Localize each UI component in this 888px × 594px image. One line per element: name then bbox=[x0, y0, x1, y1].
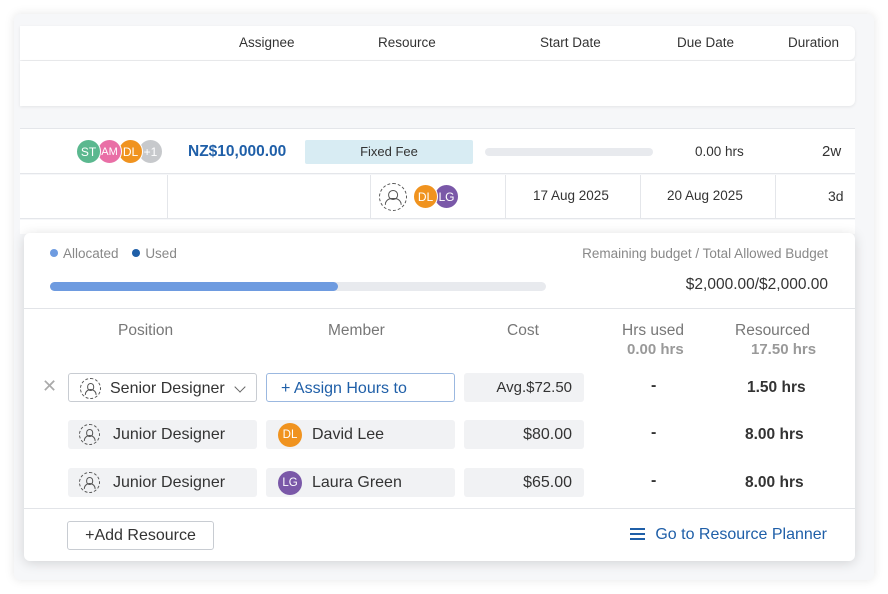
go-to-resource-planner-link[interactable]: Go to Resource Planner bbox=[630, 526, 827, 544]
member-avatar: DL bbox=[278, 423, 302, 447]
member-field[interactable]: DL David Lee bbox=[266, 420, 455, 449]
hrs-used-value: - bbox=[651, 377, 657, 394]
start-date-cell[interactable]: 17 Aug 2025 bbox=[506, 175, 641, 219]
hrs-used-value: - bbox=[651, 424, 657, 441]
column-resourced: Resourced bbox=[735, 322, 810, 339]
budget-progress-bar bbox=[50, 282, 546, 291]
task-hours: 0.00 hrs bbox=[695, 144, 744, 159]
resourced-value: 1.50 hrs bbox=[747, 379, 806, 396]
assignee-avatar[interactable]: ST bbox=[76, 139, 101, 164]
resource-avatar[interactable]: LG bbox=[434, 184, 459, 209]
divider bbox=[24, 308, 855, 309]
person-icon bbox=[79, 472, 100, 493]
legend-used: Used bbox=[145, 246, 177, 261]
cost-field: $65.00 bbox=[464, 468, 584, 497]
task-price: NZ$10,000.00 bbox=[188, 143, 287, 160]
hrs-used-value: - bbox=[651, 472, 657, 489]
budget-legend: Allocated Used bbox=[50, 246, 177, 261]
cell bbox=[168, 175, 371, 219]
table-header: Assignee Resource Start Date Due Date Du… bbox=[20, 26, 855, 60]
assignee-avatar[interactable]: AM bbox=[97, 139, 122, 164]
assign-hours-button[interactable]: + Assign Hours to bbox=[266, 373, 455, 402]
cost-value: $80.00 bbox=[523, 426, 572, 443]
due-date: 20 Aug 2025 bbox=[667, 188, 743, 203]
column-hrs-used: Hrs used bbox=[622, 322, 685, 339]
resource-avatar[interactable]: DL bbox=[413, 184, 438, 209]
resource-cell[interactable]: DL LG bbox=[371, 175, 506, 219]
budget-amount: $2,000.00/$2,000.00 bbox=[685, 276, 828, 293]
header-assignee[interactable]: Assignee bbox=[239, 35, 295, 50]
position-field[interactable]: Junior Designer bbox=[68, 468, 257, 497]
budget-progress-fill bbox=[50, 282, 338, 291]
cost-value: Avg.$72.50 bbox=[496, 379, 572, 396]
fee-type-badge[interactable]: Fixed Fee bbox=[305, 140, 473, 164]
legend-allocated: Allocated bbox=[63, 246, 119, 261]
hrs-used-total: 0.00 hrs bbox=[627, 341, 684, 358]
assignee-avatar[interactable]: DL bbox=[118, 139, 143, 164]
position-select[interactable]: Senior Designer bbox=[68, 373, 257, 402]
used-dot-icon bbox=[132, 249, 141, 257]
header-resource[interactable]: Resource bbox=[378, 35, 436, 50]
position-value: Junior Designer bbox=[113, 426, 226, 443]
column-position: Position bbox=[118, 322, 174, 339]
allocated-dot-icon bbox=[50, 249, 58, 257]
column-member: Member bbox=[328, 322, 385, 339]
person-placeholder-icon bbox=[80, 378, 101, 399]
empty-row bbox=[20, 61, 855, 106]
resourced-value: 8.00 hrs bbox=[745, 474, 804, 491]
chevron-down-icon bbox=[234, 381, 246, 393]
subtask-row[interactable]: DL LG 17 Aug 2025 20 Aug 2025 3d bbox=[20, 175, 855, 219]
due-date-cell[interactable]: 20 Aug 2025 bbox=[641, 175, 776, 219]
member-field[interactable]: LG Laura Green bbox=[266, 468, 455, 497]
header-duration[interactable]: Duration bbox=[788, 35, 840, 50]
remove-row-icon[interactable]: ✕ bbox=[42, 376, 58, 396]
divider bbox=[24, 508, 855, 509]
start-date: 17 Aug 2025 bbox=[533, 188, 609, 203]
position-value: Senior Designer bbox=[110, 380, 225, 397]
task-duration: 2w bbox=[822, 143, 842, 160]
task-row[interactable]: ST AM DL +1 NZ$10,000.00 Fixed Fee 0.00 … bbox=[20, 128, 855, 174]
member-avatar: LG bbox=[278, 471, 302, 495]
hours-progress-bar bbox=[485, 148, 653, 156]
member-name: Laura Green bbox=[312, 474, 402, 491]
person-icon bbox=[79, 424, 100, 445]
position-field[interactable]: Junior Designer bbox=[68, 420, 257, 449]
partial-row bbox=[20, 220, 855, 234]
resourced-total: 17.50 hrs bbox=[751, 341, 817, 358]
add-resource-button[interactable]: +Add Resource bbox=[67, 521, 214, 550]
cost-field: $80.00 bbox=[464, 420, 584, 449]
cost-field: Avg.$72.50 bbox=[464, 373, 584, 402]
resource-budget-popup: Allocated Used Remaining budget / Total … bbox=[24, 233, 855, 561]
position-value: Junior Designer bbox=[113, 474, 226, 491]
cell bbox=[20, 175, 168, 219]
member-name: David Lee bbox=[312, 426, 385, 443]
planner-icon bbox=[630, 528, 646, 540]
go-to-planner-label: Go to Resource Planner bbox=[655, 526, 827, 543]
resourced-value: 8.00 hrs bbox=[745, 426, 804, 443]
header-start-date[interactable]: Start Date bbox=[540, 35, 601, 50]
column-cost: Cost bbox=[507, 322, 539, 339]
person-placeholder-icon[interactable] bbox=[379, 183, 407, 211]
assign-hours-label: + Assign Hours to bbox=[281, 380, 407, 397]
cost-value: $65.00 bbox=[523, 474, 572, 491]
remaining-budget-label: Remaining budget / Total Allowed Budget bbox=[582, 246, 828, 261]
header-due-date[interactable]: Due Date bbox=[677, 35, 735, 50]
subtask-duration: 3d bbox=[828, 188, 844, 204]
